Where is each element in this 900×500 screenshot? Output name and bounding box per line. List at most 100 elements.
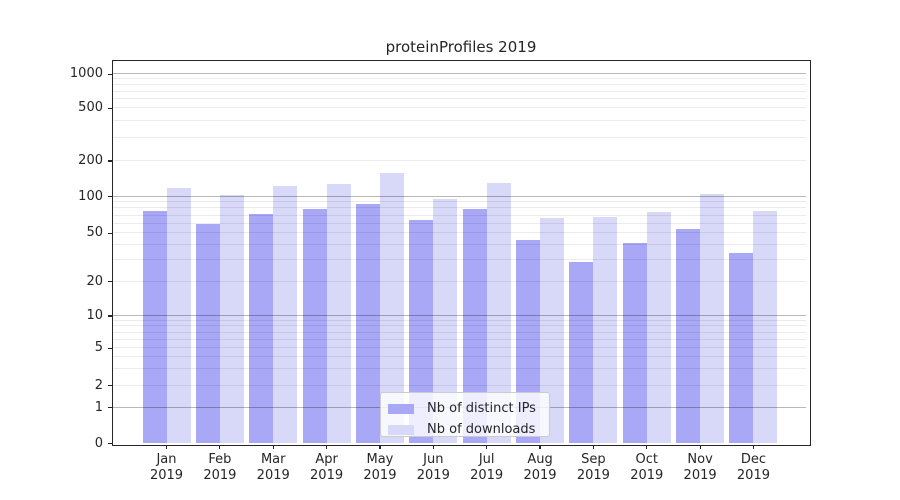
x-tick-mark-nov	[699, 444, 701, 450]
y-tick-mark-10	[107, 315, 113, 317]
grid-line-minor-800	[112, 84, 806, 86]
x-tick-month: Sep	[581, 452, 606, 467]
grid-line-minor-8	[112, 325, 806, 327]
grid-line-minor-500	[112, 107, 806, 109]
grid-line-minor-400	[112, 120, 806, 122]
grid-line-minor-600	[112, 98, 806, 100]
grid-line-minor-5	[112, 347, 806, 349]
bar-downloads-mar	[273, 186, 298, 444]
y-tick-mark-1000	[107, 73, 113, 75]
bar-distinct-ips-feb	[195, 224, 220, 444]
x-tick-year: 2019	[256, 467, 290, 483]
x-tick-month: Jun	[423, 452, 444, 467]
grid-line-minor-40	[112, 244, 806, 246]
x-tick-label-jul: Jul 2019	[457, 452, 517, 483]
y-tick-mark-5	[107, 347, 113, 349]
x-tick-year: 2019	[683, 467, 717, 483]
grid-line-minor-70	[112, 214, 806, 216]
x-tick-label-may: May 2019	[350, 452, 410, 483]
grid-line-minor-20	[112, 280, 806, 282]
x-tick-mark-jan	[165, 444, 168, 450]
bar-distinct-ips-dec	[729, 253, 754, 444]
bar-downloads-nov	[700, 193, 725, 444]
grid-line-minor-80	[112, 207, 806, 209]
x-tick-year: 2019	[203, 467, 237, 483]
x-tick-mark-apr	[325, 444, 328, 450]
grid-line-minor-90	[112, 201, 806, 203]
bar-distinct-ips-sep	[569, 261, 594, 444]
x-tick-mark-jul	[486, 444, 488, 450]
y-tick-mark-200	[107, 160, 113, 162]
grid-line-minor-900	[112, 78, 806, 80]
y-tick-mark-0	[107, 442, 113, 445]
legend-label-downloads: Nb of downloads	[427, 422, 536, 437]
x-tick-label-mar: Mar 2019	[243, 452, 303, 483]
grid-line-major-100	[112, 195, 806, 197]
y-tick-label-50: 50	[86, 225, 103, 241]
grid-line-minor-4	[112, 356, 806, 358]
y-tick-mark-100	[107, 196, 113, 198]
legend-item-downloads: Nb of downloads	[388, 420, 549, 439]
y-tick-mark-20	[107, 281, 113, 283]
y-tick-label-10: 10	[86, 308, 103, 323]
x-tick-mark-mar	[272, 444, 274, 450]
grid-line-minor-7	[112, 331, 806, 333]
bar-distinct-ips-apr	[302, 208, 327, 444]
x-tick-year: 2019	[416, 467, 450, 483]
x-tick-year: 2019	[310, 467, 344, 483]
grid-line-minor-60	[112, 222, 806, 224]
x-tick-label-apr: Apr 2019	[297, 452, 357, 483]
x-tick-label-sep: Sep 2019	[563, 452, 623, 483]
grid-line-minor-9	[112, 319, 806, 321]
grid-line-minor-30	[112, 259, 806, 261]
y-tick-mark-50	[107, 232, 113, 234]
legend-swatch-distinct-ips	[388, 403, 414, 414]
bar-distinct-ips-may	[355, 204, 380, 444]
y-tick-label-100: 100	[78, 188, 103, 204]
x-tick-mark-jun	[432, 444, 434, 450]
grid-line-minor-3	[112, 368, 806, 370]
x-tick-month: May	[366, 452, 394, 467]
x-tick-mark-aug	[539, 444, 541, 450]
x-tick-month: Nov	[687, 452, 713, 467]
x-tick-month: Dec	[740, 452, 767, 467]
legend-swatch-downloads	[388, 424, 414, 435]
grid-line-minor-200	[112, 160, 806, 161]
bar-downloads-feb	[219, 194, 244, 444]
x-tick-month: Apr	[315, 452, 338, 467]
x-tick-month: Feb	[208, 452, 232, 467]
x-tick-year: 2019	[149, 467, 184, 483]
x-tick-year: 2019	[576, 467, 610, 483]
x-tick-year: 2019	[470, 467, 504, 483]
x-tick-label-jun: Jun 2019	[403, 452, 463, 483]
y-tick-label-0: 0	[94, 435, 103, 451]
legend-label-distinct-ips: Nb of distinct IPs	[427, 401, 536, 416]
x-tick-mark-feb	[219, 444, 221, 450]
bar-distinct-ips-jan	[142, 211, 167, 444]
x-tick-year: 2019	[523, 467, 557, 483]
y-tick-label-1: 1	[94, 399, 103, 415]
bar-downloads-jan	[166, 188, 191, 444]
chart-title: proteinProfiles 2019	[385, 38, 537, 56]
y-tick-label-5: 5	[94, 340, 103, 356]
bar-downloads-oct	[646, 212, 671, 444]
x-tick-label-feb: Feb 2019	[190, 452, 250, 483]
grid-line-minor-300	[112, 136, 806, 138]
x-tick-label-aug: Aug 2019	[510, 452, 570, 483]
x-tick-month: Jul	[478, 452, 495, 467]
grid-line-minor-6	[112, 338, 806, 340]
x-tick-year: 2019	[630, 467, 664, 483]
legend-item-distinct-ips: Nb of distinct IPs	[388, 399, 549, 418]
bar-downloads-apr	[326, 183, 351, 444]
plot-area	[111, 59, 811, 446]
x-tick-mark-sep	[592, 444, 594, 450]
x-tick-label-oct: Oct 2019	[617, 452, 677, 483]
x-tick-year: 2019	[363, 467, 397, 483]
x-tick-label-jan: Jan 2019	[137, 452, 197, 483]
y-tick-mark-500	[107, 107, 113, 109]
x-tick-year: 2019	[736, 467, 770, 483]
y-tick-label-20: 20	[86, 273, 103, 289]
x-tick-mark-may	[379, 444, 381, 450]
bar-distinct-ips-mar	[249, 214, 274, 444]
